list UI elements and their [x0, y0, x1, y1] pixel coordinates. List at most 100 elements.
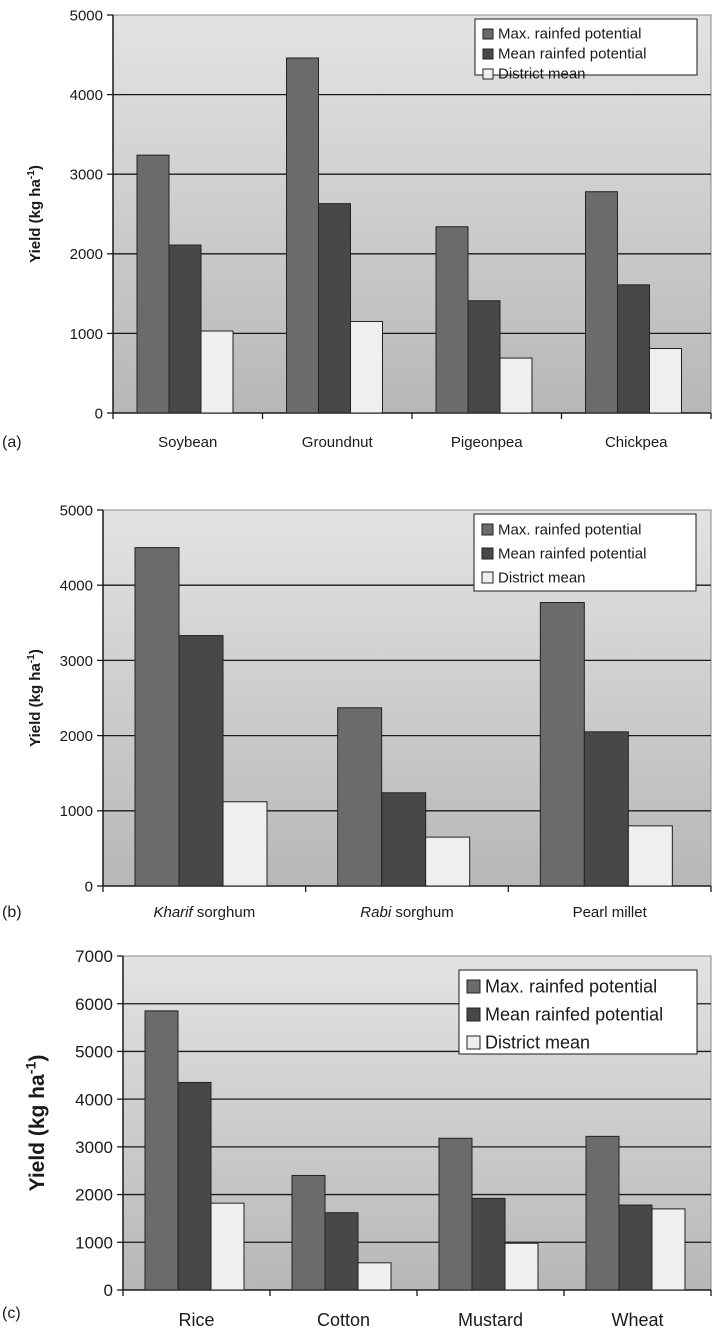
y-tick-label: 1000 — [70, 326, 103, 343]
y-axis-label: Yield (kg ha-1) — [24, 1055, 49, 1192]
bar — [617, 284, 650, 414]
legend-swatch — [481, 571, 494, 584]
bar — [291, 1174, 326, 1291]
x-tick-label: Wheat — [611, 1310, 663, 1330]
bar — [627, 825, 673, 887]
chart-c: 0 1000 2000 3000 4000 5000 6000 7000 Rice Cotton M… — [2, 947, 712, 1330]
legend-label: District mean — [498, 66, 586, 83]
bar — [318, 203, 351, 414]
y-tick-label: 3000 — [75, 1138, 113, 1157]
legend: Max. rainfed potential Mean rainfed poten… — [473, 513, 697, 592]
legend-label: Max. rainfed potential — [498, 522, 641, 539]
panel-label: (c) — [2, 1305, 21, 1322]
y-axis-label-close: ) — [27, 165, 44, 170]
bar — [222, 801, 268, 887]
x-tick-label-italic: Rabi — [360, 904, 392, 921]
bar — [539, 601, 585, 887]
x-tick-label: Rice — [178, 1310, 214, 1330]
y-tick-label: 6000 — [75, 995, 113, 1014]
x-tick-label-rest: sorghum — [391, 904, 454, 921]
legend: Max. rainfed potential Mean rainfed poten… — [458, 969, 698, 1055]
x-tick-label: Soybean — [158, 434, 217, 451]
y-tick-label: 1000 — [75, 1233, 113, 1252]
bar — [585, 1135, 620, 1291]
y-tick-label: 0 — [104, 1281, 113, 1300]
bar — [585, 191, 618, 414]
y-axis-label-sup: -1 — [24, 1062, 40, 1075]
bar — [435, 226, 469, 414]
x-tick-label: Pearl millet — [573, 904, 648, 921]
y-tick-label: 0 — [85, 878, 93, 895]
x-tick-label-rest: Pearl millet — [573, 904, 648, 921]
legend-box — [474, 18, 698, 76]
bar — [168, 244, 202, 414]
legend-label: Mean rainfed potential — [485, 1005, 663, 1025]
bar — [618, 1204, 653, 1291]
bar — [471, 1197, 506, 1291]
bar — [324, 1212, 359, 1291]
bar — [144, 1010, 179, 1291]
bar — [210, 1202, 245, 1291]
bar — [438, 1137, 473, 1291]
y-axis-label-sup: -1 — [26, 170, 37, 179]
legend-swatch — [481, 547, 494, 560]
y-tick-label: 0 — [95, 405, 103, 422]
legend-swatch — [482, 48, 494, 60]
x-tick-label: Kharif sorghum — [153, 904, 255, 921]
y-tick-label: 4000 — [75, 1090, 113, 1109]
y-tick-label: 4000 — [70, 87, 103, 104]
x-tick-label: Chickpea — [605, 434, 668, 451]
y-tick-label: 5000 — [70, 7, 103, 24]
bar — [499, 357, 533, 414]
x-tick-label: Groundnut — [302, 434, 374, 451]
legend-box — [473, 513, 697, 592]
x-tick-label: Mustard — [458, 1310, 523, 1330]
x-tick-label: Pigeonpea — [451, 434, 523, 451]
y-tick-label: 5000 — [60, 502, 93, 519]
x-tick-label-rest: sorghum — [193, 904, 256, 921]
bar — [504, 1242, 539, 1291]
legend-swatch — [466, 1007, 481, 1022]
legend-label: Mean rainfed potential — [498, 46, 646, 63]
legend-label: Max. rainfed potential — [498, 26, 641, 43]
y-tick-label: 2000 — [60, 728, 93, 745]
legend-swatch — [466, 1035, 481, 1050]
bar — [134, 547, 180, 887]
y-tick-label: 4000 — [60, 578, 93, 595]
legend-swatch — [482, 28, 494, 40]
y-tick-label: 2000 — [75, 1186, 113, 1205]
bar — [651, 1208, 686, 1291]
panel-label: (b) — [2, 904, 22, 921]
bar — [177, 1081, 212, 1291]
y-tick-label: 2000 — [70, 246, 103, 263]
bar — [381, 792, 427, 887]
y-tick-label: 1000 — [60, 803, 93, 820]
y-axis-label: Yield (kg ha-1) — [26, 649, 44, 747]
y-axis-label-sup: -1 — [26, 654, 37, 663]
y-tick-label: 7000 — [75, 947, 113, 966]
legend-label: District mean — [485, 1033, 590, 1053]
bar — [286, 57, 319, 414]
x-tick-label: Rabi sorghum — [360, 904, 453, 921]
bar — [425, 836, 471, 887]
x-tick-label-italic: Kharif — [153, 904, 194, 921]
y-tick-label: 3000 — [60, 653, 93, 670]
bar — [649, 348, 682, 414]
y-tick-label: 5000 — [75, 1043, 113, 1062]
bar — [337, 707, 383, 887]
legend-swatch — [482, 68, 494, 80]
y-axis-label-main: Yield (kg ha — [27, 179, 44, 263]
bar — [200, 330, 234, 414]
y-tick-label: 3000 — [70, 167, 103, 184]
bar — [583, 731, 629, 887]
bar — [350, 320, 383, 414]
legend-swatch — [466, 979, 481, 994]
y-axis-label: Yield (kg ha-1) — [26, 165, 44, 263]
legend-box — [458, 969, 698, 1055]
bar — [136, 154, 170, 414]
bar — [178, 635, 224, 887]
bar — [357, 1262, 392, 1291]
y-axis-label-close: ) — [26, 1055, 49, 1062]
y-axis-label-main: Yield (kg ha — [26, 1074, 49, 1191]
